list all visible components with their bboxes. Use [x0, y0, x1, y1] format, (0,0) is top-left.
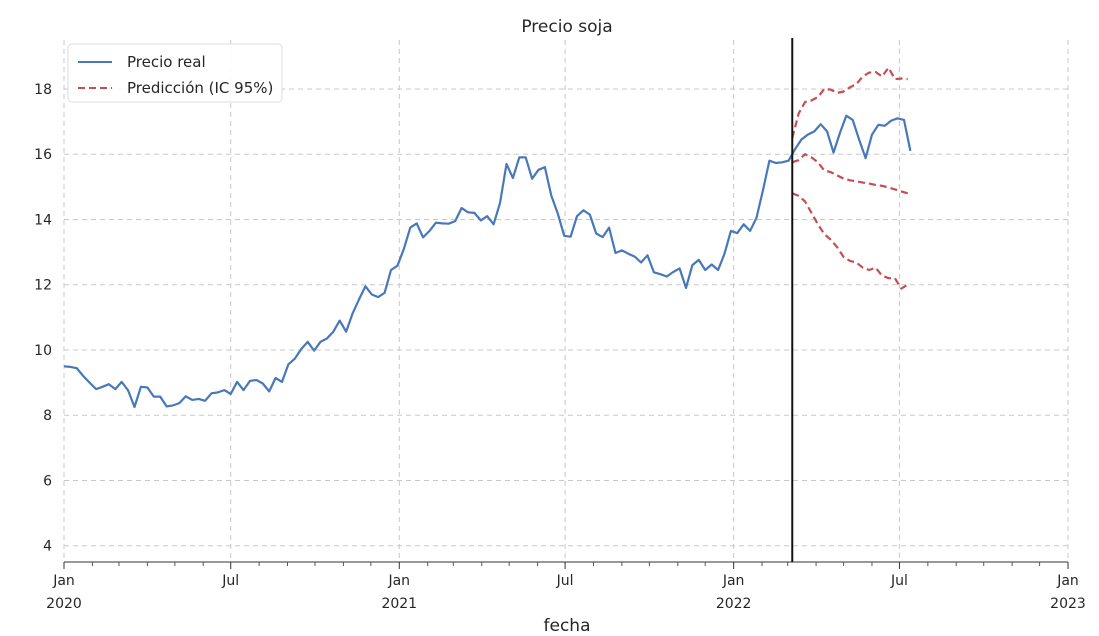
x-tick-year: 2022: [716, 596, 752, 612]
x-tick-label: Jan: [722, 573, 745, 589]
y-tick-label: 14: [34, 212, 52, 228]
x-tick-label: Jan: [52, 573, 75, 589]
y-tick-label: 18: [34, 82, 52, 98]
y-tick-label: 8: [43, 408, 52, 424]
x-tick-label: Jan: [387, 573, 410, 589]
x-tick-label: Jan: [1056, 573, 1079, 589]
y-tick-label: 6: [43, 473, 52, 489]
y-tick-label: 16: [34, 147, 52, 163]
chart-title: Precio soja: [521, 17, 612, 37]
series-line-prediccion-1: [791, 66, 908, 139]
x-tick-year: 2021: [381, 596, 417, 612]
series-line-prediccion-2: [791, 153, 909, 195]
series-line-prediccion-3: [791, 192, 909, 290]
legend-label-prediccion: Predicción (IC 95%): [127, 79, 273, 97]
y-tick-label: 12: [34, 278, 52, 294]
x-tick-label: Jul: [556, 573, 574, 589]
legend: Precio real Predicción (IC 95%): [67, 43, 283, 103]
legend-box: [67, 43, 283, 103]
x-tick-year: 2023: [1050, 596, 1086, 612]
series-line-precio-real: [63, 114, 912, 409]
grid-layer: [63, 40, 1069, 562]
x-tick-labels: Jan 2020 Jul Jan 2021 Jul Jan 2022 Jul Jan 2023: [46, 573, 1086, 612]
y-tick-labels: 4 6 8 10 12 14 16 18: [34, 82, 52, 555]
y-tick-label: 10: [34, 343, 52, 359]
series-layer: [63, 66, 912, 409]
x-tick-label: Jul: [890, 573, 908, 589]
y-tick-label: 4: [43, 539, 52, 555]
legend-label-precio-real: Precio real: [127, 53, 206, 71]
x-minor-ticks: [63, 562, 1069, 569]
x-tick-label: Jul: [221, 573, 239, 589]
x-tick-year: 2020: [46, 596, 82, 612]
x-axis-label: fecha: [544, 616, 591, 636]
